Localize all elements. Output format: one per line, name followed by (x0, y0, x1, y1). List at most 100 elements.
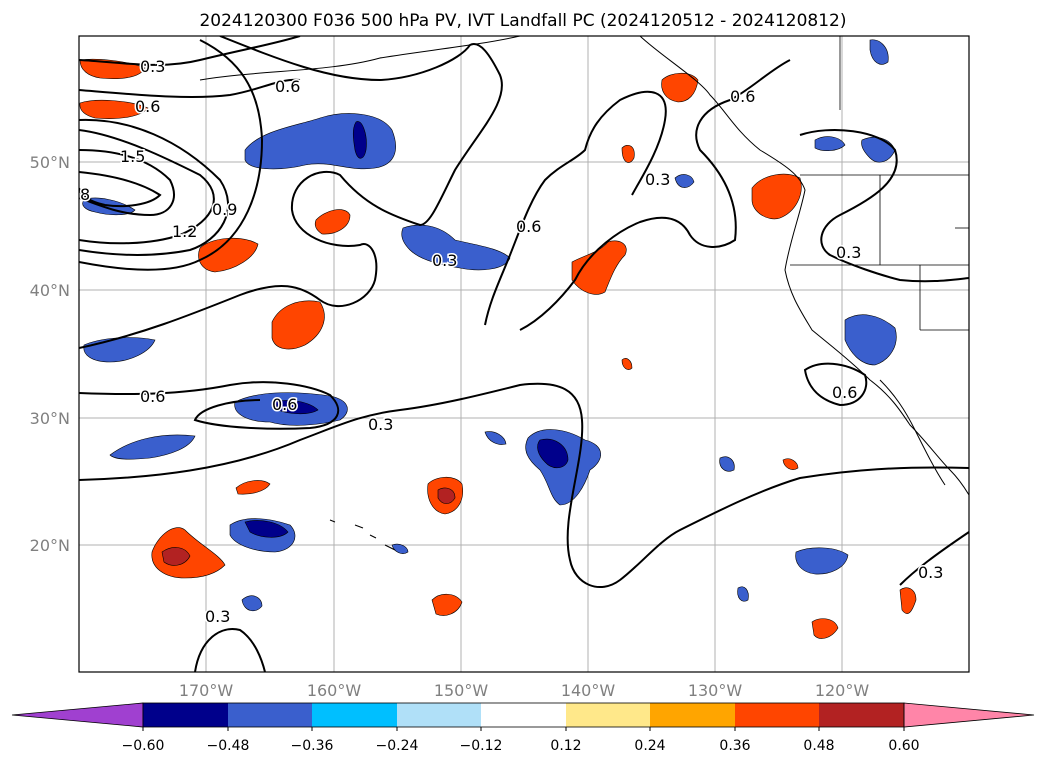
negative-region (795, 547, 849, 575)
contour-label: 0.3 (205, 607, 230, 626)
positive-region (751, 173, 802, 220)
colorbar-tick-labels: −0.60 −0.48 −0.36 −0.24 −0.12 0.12 0.24 … (122, 738, 920, 754)
colorbar-ticks (142, 727, 905, 731)
colorbar-tick-label: −0.24 (376, 738, 419, 754)
lon-label: 130°W (688, 681, 743, 700)
contour-line (799, 129, 969, 283)
negative-region (814, 136, 846, 151)
colorbar-segment (481, 703, 566, 727)
contour-labels: 0.3 0.6 1.5 8 1.2 0.9 0.6 0.3 0.6 0.3 0.… (79, 56, 945, 628)
positive-region (899, 587, 917, 614)
positive-region (431, 593, 463, 616)
positive-region (151, 527, 226, 579)
lat-label: 40°N (30, 281, 70, 300)
contour-label: 0.3 (432, 251, 457, 270)
negative-region (674, 174, 695, 188)
contour-line (484, 90, 667, 326)
lon-label: 170°W (179, 681, 234, 700)
negative-core (352, 121, 367, 159)
contour-line (79, 381, 340, 430)
colorbar-segment (650, 703, 735, 727)
colorbar-tick-label: −0.12 (460, 738, 503, 754)
colorbar-segment (566, 703, 650, 727)
negative-core (537, 438, 569, 469)
colorbar-segment (819, 703, 904, 727)
colorbar-tick-label: 0.12 (550, 738, 581, 754)
colorbar-tick-label: −0.60 (122, 738, 165, 754)
contour-label: 0.6 (730, 87, 755, 106)
contour-label: 0.6 (832, 383, 857, 402)
negative-region (719, 456, 735, 472)
lon-label: 160°W (307, 681, 362, 700)
positive-region (235, 480, 271, 495)
colorbar-tick-label: 0.60 (888, 738, 919, 754)
contour-label: 1.2 (172, 222, 197, 241)
negative-region (401, 224, 511, 271)
contour-label: 0.6 (135, 97, 160, 116)
north-america-coast (639, 36, 969, 496)
contour-line (79, 149, 175, 217)
contour-label: 0.3 (836, 243, 861, 262)
contour-label: 0.3 (368, 415, 393, 434)
positive-region (811, 618, 839, 639)
lon-label: 150°W (434, 681, 489, 700)
latitude-labels: 50°N 40°N 30°N 20°N (30, 153, 70, 555)
contour-label: 1.5 (120, 147, 145, 166)
figure-title: 2024120300 F036 500 hPa PV, IVT Landfall… (199, 11, 846, 31)
positive-region (621, 358, 633, 370)
contour-label: 0.6 (140, 387, 165, 406)
negative-region (109, 434, 196, 460)
colorbar-tick-label: 0.48 (803, 738, 834, 754)
positive-region (621, 145, 635, 163)
colorbar-extend-high (903, 702, 1035, 728)
contour-label: 0.3 (140, 57, 165, 76)
colorbar-frame (142, 702, 905, 728)
positive-region (782, 458, 799, 470)
contour-line (803, 362, 868, 407)
colorbar-tick-label: 0.36 (719, 738, 750, 754)
negative-core (274, 400, 319, 415)
negative-region (241, 595, 263, 612)
lon-label: 120°W (815, 681, 870, 700)
lat-label: 30°N (30, 409, 70, 428)
contour-line (79, 171, 162, 208)
contour-line (79, 36, 503, 349)
colorbar-extend-low (11, 702, 144, 728)
contour-label: 0.6 (516, 217, 541, 236)
contour-label: 0.6 (275, 77, 300, 96)
positive-region (79, 99, 149, 119)
contour-line (519, 59, 791, 331)
contour-label: 0.3 (645, 170, 670, 189)
colorbar: −0.60 −0.48 −0.36 −0.24 −0.12 0.12 0.24 … (11, 702, 1035, 754)
negative-region (484, 431, 507, 445)
colorbar-segment (312, 703, 397, 727)
contour-line (79, 78, 301, 99)
negative-region (844, 314, 897, 366)
map-frame (78, 35, 970, 673)
contour-label: 0.3 (918, 563, 943, 582)
colorbar-segment (735, 703, 819, 727)
contour-line (194, 628, 266, 672)
contour-line (79, 118, 230, 256)
colorbar-segment (397, 703, 481, 727)
negative-core (244, 520, 289, 538)
negative-region (737, 586, 749, 602)
contour-line (79, 36, 301, 66)
negative-region (869, 39, 889, 65)
contour-lines (79, 36, 969, 672)
contour-line (79, 39, 264, 271)
positive-region (198, 237, 259, 273)
contour-line (899, 531, 969, 586)
shaded-regions (79, 39, 917, 639)
positive-region (271, 300, 325, 350)
contour-label: 0.9 (212, 200, 237, 219)
longitude-labels: 170°W 160°W 150°W 140°W 130°W 120°W (179, 681, 870, 700)
colorbar-tick-label: −0.36 (291, 738, 334, 754)
negative-region (391, 543, 409, 554)
lon-label: 140°W (561, 681, 616, 700)
lat-label: 20°N (30, 536, 70, 555)
positive-region (661, 72, 699, 103)
contour-label: 8 (80, 185, 90, 204)
state-boundary (790, 175, 969, 331)
contour-line (79, 382, 969, 589)
